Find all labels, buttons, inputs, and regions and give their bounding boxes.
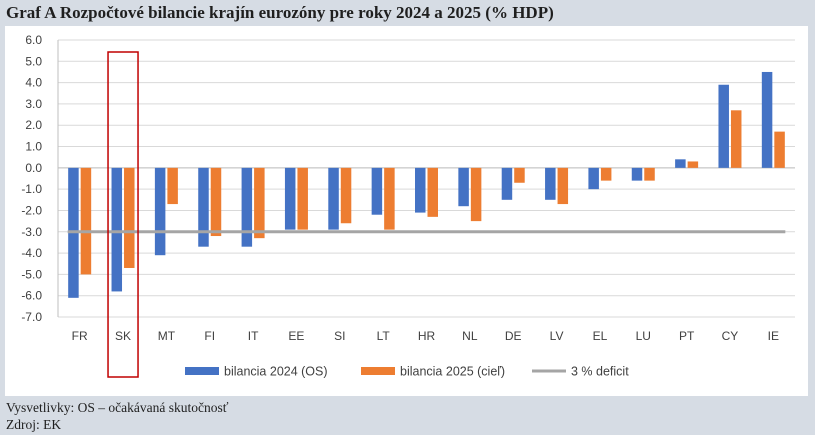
- bar-2024-ie: [761, 71, 773, 168]
- x-tick-label: LT: [377, 329, 391, 343]
- bar-2024-nl: [458, 167, 469, 207]
- bar-2024-pt: [675, 159, 686, 168]
- chart-notes: Vysvetlivky: OS – očakávaná skutočnosť Z…: [6, 399, 229, 433]
- bar-2025-mt: [167, 167, 178, 205]
- bar-2024-lu: [631, 167, 643, 181]
- bar-2025-si: [340, 167, 352, 224]
- bar-2024-el: [588, 167, 599, 190]
- legend-swatch-2025: [361, 367, 395, 375]
- chart-title: Graf A Rozpočtové bilancie krajín eurozó…: [6, 3, 554, 22]
- bar-2024-lt: [371, 167, 383, 215]
- bar-2024-mt: [154, 167, 166, 256]
- bar-2025-pt: [687, 161, 699, 168]
- y-tick-label: -3.0: [21, 225, 42, 239]
- bar-2025-ee: [297, 167, 308, 230]
- bar-2025-cy: [730, 110, 742, 168]
- bar-2025-it: [254, 167, 265, 239]
- bar-2025-sk: [124, 167, 135, 268]
- x-tick-label: LU: [636, 329, 651, 343]
- bar-2024-si: [328, 167, 339, 230]
- bar-2025-lv: [557, 167, 569, 205]
- legend-label: 3 % deficit: [571, 365, 629, 379]
- y-tick-label: -7.0: [21, 310, 42, 324]
- bar-2025-lt: [384, 167, 395, 230]
- y-tick-label: -1.0: [21, 182, 42, 196]
- bar-2025-lu: [644, 167, 655, 181]
- x-tick-label: EL: [593, 329, 608, 343]
- bar-2024-de: [501, 167, 513, 200]
- y-tick-label: -6.0: [21, 289, 42, 303]
- y-tick-label: -2.0: [21, 203, 42, 217]
- x-tick-label: PT: [679, 329, 695, 343]
- y-tick-label: 0.0: [25, 161, 42, 175]
- legend-label: bilancia 2024 (OS): [224, 365, 328, 379]
- bar-2024-fi: [198, 167, 209, 247]
- x-tick-label: SK: [115, 329, 131, 343]
- x-tick-label: CY: [722, 329, 739, 343]
- x-tick-label: NL: [462, 329, 478, 343]
- bar-2024-sk: [111, 167, 123, 292]
- y-tick-label: 6.0: [25, 33, 42, 47]
- bar-2025-el: [600, 167, 612, 181]
- notes-explanation: Vysvetlivky: OS – očakávaná skutočnosť: [6, 400, 229, 415]
- bar-2024-cy: [718, 84, 729, 168]
- bar-2024-ee: [284, 167, 296, 230]
- x-tick-label: LV: [550, 329, 564, 343]
- y-tick-label: 5.0: [25, 54, 42, 68]
- chart-panel: 6.0 5.0 4.0 3.0 2.0 1.0 0.0 -1.0 -2.0 -3.0 -4.0 -5.…: [5, 26, 808, 396]
- bar-2024-it: [241, 167, 253, 247]
- bar-2024-hr: [415, 167, 426, 213]
- y-tick-label: -4.0: [21, 246, 42, 260]
- y-tick-label: 3.0: [25, 97, 42, 111]
- bar-2025-de: [514, 167, 525, 183]
- chart-svg: 6.0 5.0 4.0 3.0 2.0 1.0 0.0 -1.0 -2.0 -3.0 -4.0 -5.…: [21, 33, 795, 379]
- bar-2025-ie: [774, 131, 785, 168]
- bar-2025-hr: [427, 167, 438, 217]
- x-tick-label: EE: [288, 329, 304, 343]
- x-tick-label: HR: [418, 329, 436, 343]
- x-tick-label: SI: [334, 329, 345, 343]
- x-tick-label: IT: [248, 329, 259, 343]
- legend-label: bilancia 2025 (cieľ): [400, 365, 505, 379]
- bar-2025-fi: [210, 167, 222, 237]
- y-tick-label: 2.0: [25, 118, 42, 132]
- x-tick-label: IE: [768, 329, 779, 343]
- notes-source: Zdroj: EK: [6, 417, 62, 432]
- x-tick-label: MT: [158, 329, 176, 343]
- x-tick-label: FI: [204, 329, 215, 343]
- y-tick-label: 4.0: [25, 76, 42, 90]
- x-tick-label: DE: [505, 329, 522, 343]
- y-tick-label: -5.0: [21, 267, 42, 281]
- bar-2024-lv: [545, 167, 556, 200]
- bar-2025-nl: [470, 167, 482, 222]
- y-tick-label: 1.0: [25, 140, 42, 154]
- x-tick-label: FR: [72, 329, 88, 343]
- highlight-box-sk: [107, 51, 139, 378]
- bar-2025-fr: [80, 167, 92, 275]
- legend-swatch-2024: [185, 367, 219, 375]
